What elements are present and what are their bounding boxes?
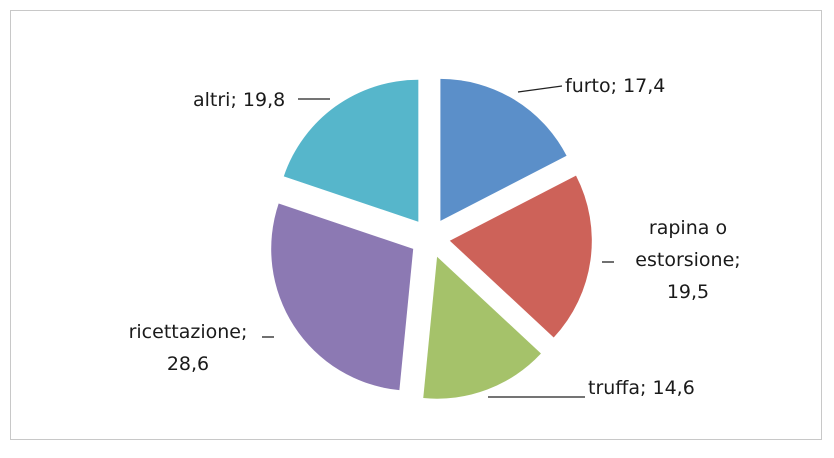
label-separator: ; bbox=[640, 377, 653, 399]
label-value: 28,6 bbox=[166, 353, 210, 375]
label-category: rapina o estorsione bbox=[635, 217, 735, 271]
label-separator: ; bbox=[240, 321, 254, 343]
label-value: 14,6 bbox=[652, 377, 695, 399]
data-label: altri; 19,8 bbox=[193, 84, 285, 116]
pie-slice bbox=[449, 175, 592, 338]
label-category: altri bbox=[193, 89, 231, 111]
data-label: ricettazione; 28,6 bbox=[108, 316, 268, 380]
pie-slice bbox=[440, 78, 567, 221]
label-value: 19,8 bbox=[242, 89, 286, 111]
label-separator: ; bbox=[230, 89, 243, 111]
pie-slice bbox=[271, 203, 414, 391]
label-category: ricettazione bbox=[128, 321, 241, 343]
data-label: rapina o estorsione; 19,5 bbox=[628, 212, 748, 308]
leader-line bbox=[517, 85, 563, 93]
chart-frame bbox=[10, 10, 822, 440]
label-category: truffa bbox=[588, 377, 641, 399]
label-value: 17,4 bbox=[623, 75, 666, 97]
pie-slice bbox=[283, 79, 419, 222]
label-separator: ; bbox=[610, 75, 624, 97]
label-category: furto bbox=[565, 75, 611, 97]
data-label: furto; 17,4 bbox=[565, 70, 665, 102]
pie-slice bbox=[423, 256, 541, 399]
data-label: truffa; 14,6 bbox=[588, 372, 695, 404]
label-separator: ; bbox=[734, 249, 747, 271]
label-value: 19,5 bbox=[666, 281, 710, 303]
